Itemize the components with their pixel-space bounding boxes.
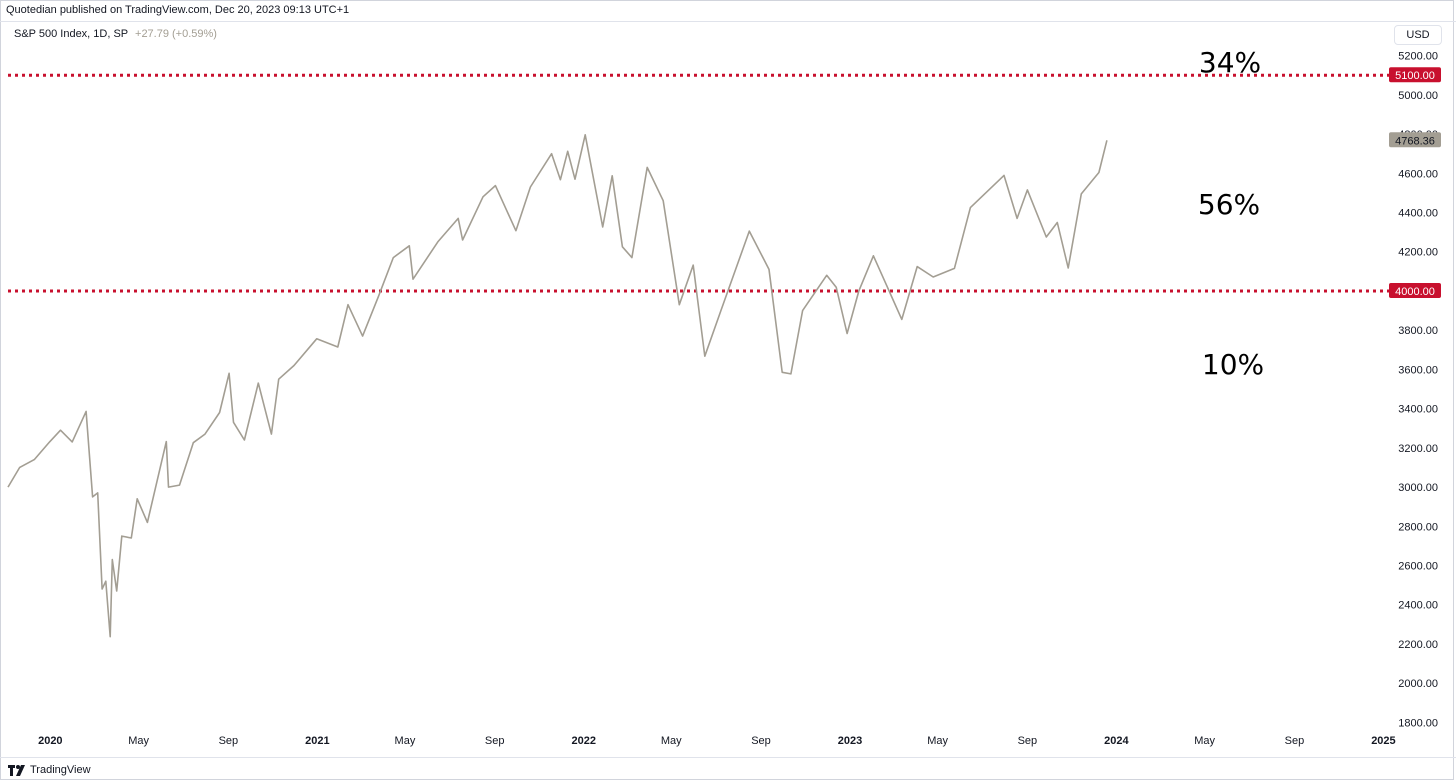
y-tick-label: 1800.00	[1398, 717, 1438, 729]
y-tick-label: 2400.00	[1398, 600, 1438, 612]
top-bar: Quotedian published on TradingView.com, …	[0, 0, 1456, 22]
currency-button[interactable]: USD	[1394, 25, 1442, 45]
x-tick-label: 2024	[1104, 735, 1129, 747]
y-tick-label: 3000.00	[1398, 482, 1438, 494]
level-tag-bg	[1389, 282, 1441, 298]
y-tick-label: 3600.00	[1398, 364, 1438, 376]
tradingview-brand-text: TradingView	[30, 764, 91, 776]
x-tick-label: 2023	[838, 735, 862, 747]
y-tick-label: 4400.00	[1398, 208, 1438, 220]
price-axis-tags: 5100.00 4000.00 4768.36	[1389, 67, 1441, 298]
annotation-top-pct: 34%	[1199, 46, 1261, 79]
x-tick-label: 2022	[571, 735, 595, 747]
x-tick-label: Sep	[1285, 735, 1305, 747]
x-tick-label: Sep	[1018, 735, 1038, 747]
last-price-tag: 4768.36	[1395, 135, 1435, 147]
y-tick-label: 4200.00	[1398, 247, 1438, 259]
legend-symbol: S&P 500 Index, 1D, SP	[14, 28, 128, 40]
horizontal-levels	[8, 73, 1392, 293]
y-tick-label: 3400.00	[1398, 404, 1438, 416]
x-tick-label: Sep	[751, 735, 771, 747]
symbol-legend[interactable]: S&P 500 Index, 1D, SP +27.79 (+0.59%)	[14, 28, 217, 40]
y-tick-label: 4600.00	[1398, 168, 1438, 180]
legend-change: +27.79 (+0.59%)	[135, 28, 217, 40]
level-tag: 4000.00	[1395, 286, 1435, 298]
y-tick-label: 3800.00	[1398, 325, 1438, 337]
level-tag: 5100.00	[1395, 70, 1435, 82]
last-price-tag-bg	[1389, 132, 1441, 148]
price-axis[interactable]: 1800.00 2000.00 2200.00 2400.00 2600.00 2800.…	[1398, 51, 1438, 730]
y-tick-label: 3200.00	[1398, 443, 1438, 455]
annotation-mid-pct: 56%	[1198, 188, 1260, 221]
x-tick-label: 2025	[1371, 735, 1395, 747]
y-tick-label: 2200.00	[1398, 639, 1438, 651]
price-series-line	[7, 134, 1108, 638]
annotation-low-pct: 10%	[1202, 348, 1264, 381]
y-tick-label: 2600.00	[1398, 561, 1438, 573]
x-tick-label: Sep	[485, 735, 505, 747]
tradingview-logo[interactable]: TradingView	[8, 763, 91, 777]
x-tick-label: Sep	[219, 735, 239, 747]
tradingview-logo-icon	[8, 764, 25, 776]
x-tick-label: May	[927, 735, 948, 747]
y-tick-label: 5000.00	[1398, 90, 1438, 102]
published-by-text: Quotedian published on TradingView.com, …	[6, 4, 350, 16]
time-axis[interactable]: 2020 May Sep 2021 May Sep 2022 May Sep 2023 May Sep…	[38, 735, 1396, 747]
y-tick-label: 2800.00	[1398, 521, 1438, 533]
x-tick-label: 2021	[305, 735, 329, 747]
x-tick-label: May	[1194, 735, 1215, 747]
level-tag-bg	[1389, 67, 1441, 83]
x-tick-label: May	[395, 735, 416, 747]
x-tick-label: 2020	[38, 735, 62, 747]
x-tick-label: May	[661, 735, 682, 747]
y-tick-label: 2000.00	[1398, 678, 1438, 690]
x-tick-label: May	[128, 735, 149, 747]
footer-bar: TradingView	[0, 757, 1456, 782]
y-tick-label: 5200.00	[1398, 51, 1438, 63]
